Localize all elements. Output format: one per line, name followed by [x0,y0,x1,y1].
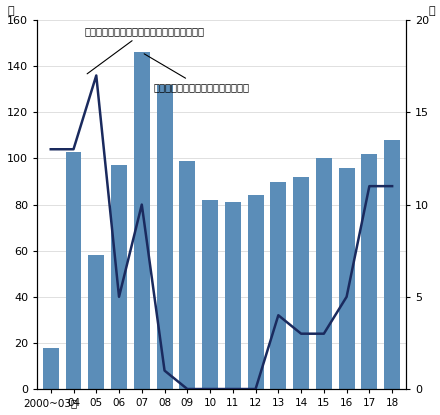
Bar [316,159,332,389]
Bar [270,181,286,389]
Bar [225,202,241,389]
Bar [88,255,104,389]
Bar [66,151,81,389]
Bar [157,85,172,389]
Bar [202,200,218,389]
Bar [339,168,355,389]
Bar [180,161,195,389]
Text: 大量保有報告書提出先への提案社数（右軸）: 大量保有報告書提出先への提案社数（右軸） [85,26,205,74]
Bar [111,166,127,389]
Bar [248,195,264,389]
Bar [293,177,309,389]
Text: 社: 社 [7,7,14,17]
Bar [43,347,59,389]
Bar [134,52,150,389]
Bar [384,140,400,389]
Text: 社: 社 [429,7,435,17]
Bar [361,154,378,389]
Text: 大量保有報告書提出企業数（左軸）: 大量保有報告書提出企業数（左軸） [144,54,249,93]
